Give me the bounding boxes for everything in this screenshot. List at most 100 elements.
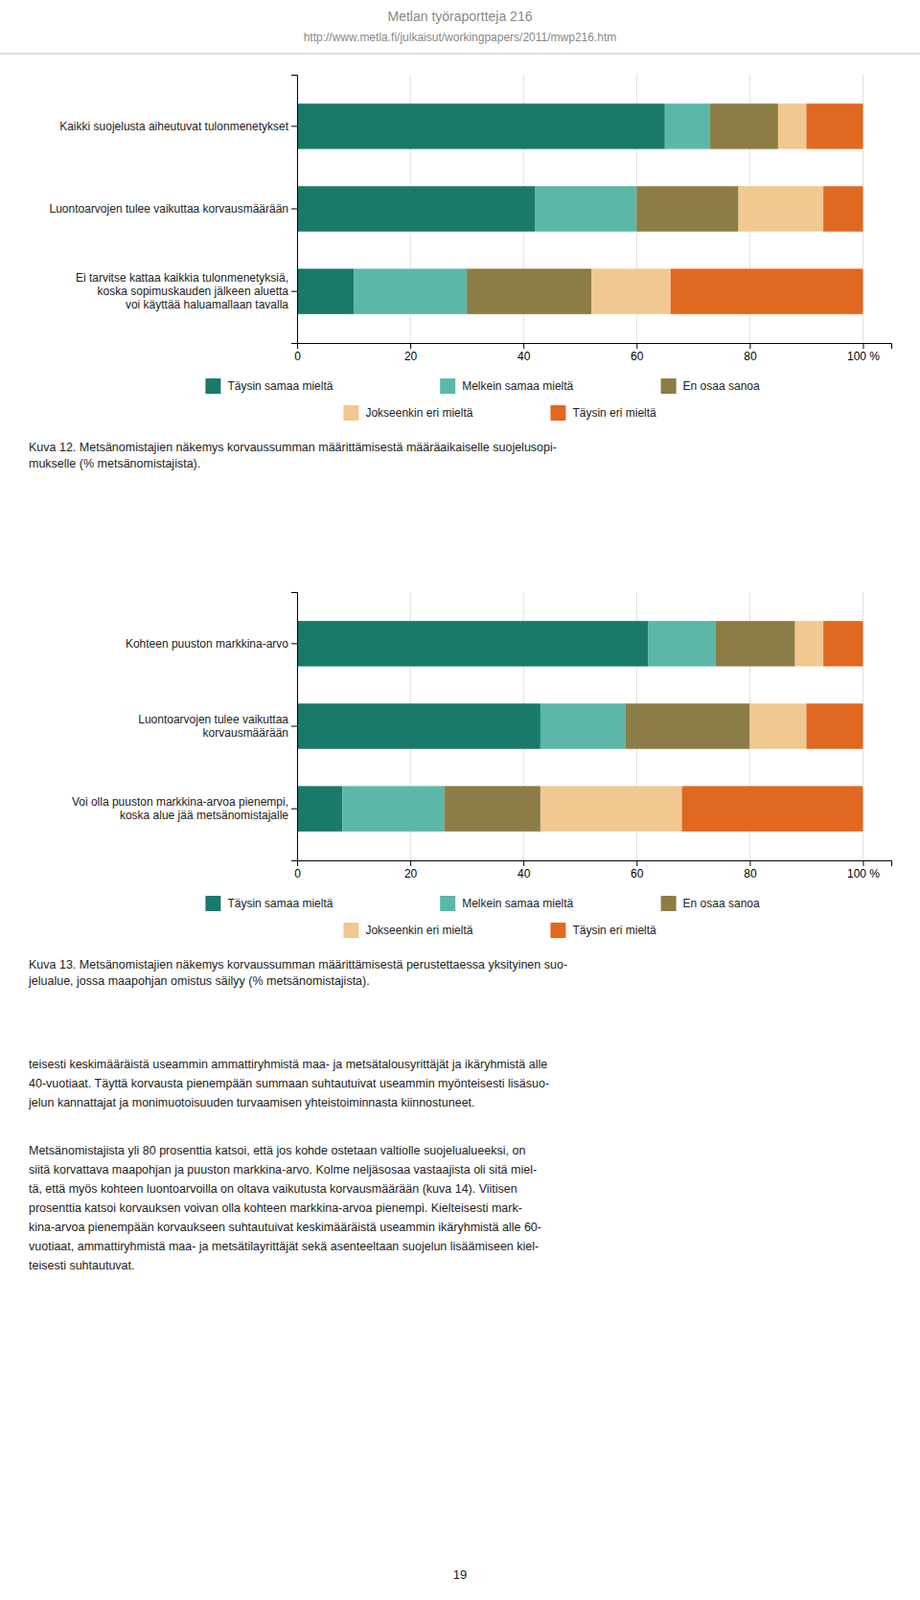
bar-series xyxy=(682,621,864,832)
y-tick-label: Luontoarvojen tulee vaikuttaakorvausmäär… xyxy=(138,713,289,740)
bar-series xyxy=(670,103,864,315)
legend-label: Melkein samaa mieltä xyxy=(461,379,574,393)
x-tick-mark xyxy=(862,860,864,867)
y-tick-mark xyxy=(291,208,298,210)
legend-item: En osaa sanoa xyxy=(661,896,760,912)
y-tick-label-line: koska sopimuskauden jälkeen aluetta xyxy=(97,284,290,299)
legend-item: En osaa sanoa xyxy=(661,378,760,394)
paragraph-line: kina-arvoa pienempään korvaukseen suhtau… xyxy=(28,1220,542,1235)
y-axis: Kaikki suojelusta aiheutuvat tulonmenety… xyxy=(49,75,299,345)
bar xyxy=(444,785,541,831)
bar xyxy=(342,785,444,831)
legend-swatch xyxy=(439,378,456,394)
chart-caption: Kuva 12. Metsänomistajien näkemys korvau… xyxy=(28,440,557,471)
legend-item: Täysin eri mieltä xyxy=(550,922,657,939)
x-axis: 020406080100 % xyxy=(294,860,892,881)
x-tick-mark xyxy=(636,860,638,867)
x-tick-mark xyxy=(410,860,412,867)
x-tick: 20 xyxy=(404,860,418,881)
x-tick: 60 xyxy=(630,860,644,881)
bar xyxy=(624,703,750,749)
bar xyxy=(665,103,711,149)
x-tick-mark xyxy=(410,343,412,349)
y-tick-label-line: voi käyttää haluamallaan tavalla xyxy=(125,298,289,312)
legend-label: Täysin samaa mieltä xyxy=(227,897,333,911)
chart-caption: Kuva 13. Metsänomistajien näkemys korvau… xyxy=(27,958,568,989)
legend: Täysin samaa mieltä Melkein samaa mieltä E… xyxy=(205,378,760,421)
bars xyxy=(297,103,863,315)
bar xyxy=(297,185,535,231)
x-tick-label: 60 xyxy=(630,349,644,364)
y-tick-label-line: Luontoarvojen tulee vaikuttaa xyxy=(138,713,289,727)
x-tick-mark xyxy=(862,343,864,349)
x-tick: 100 % xyxy=(847,860,880,881)
chart: 0 20 40 60 80 100 % Kaikki suojelusta aiheutuv… xyxy=(28,74,893,471)
legend-label: Jokseenkin eri mieltä xyxy=(365,406,473,420)
bar xyxy=(466,268,592,314)
legend-item: Jokseenkin eri mieltä xyxy=(343,405,473,421)
paragraph-line: prosenttia katsoi korvauksen voivan olla… xyxy=(28,1201,523,1216)
legend-swatch xyxy=(343,922,359,939)
paragraph: Metsänomistajista yli 80 prosenttia kats… xyxy=(28,1144,542,1273)
paragraph-line: teisesti keskimääräistä useammin ammatti… xyxy=(28,1058,548,1072)
y-tick-mark xyxy=(291,291,298,293)
y-tick: Kohteen puuston markkina-arvo xyxy=(125,637,298,651)
y-tick: Luontoarvojen tulee vaikuttaa korvausmää… xyxy=(49,202,299,216)
legend-item: Täysin samaa mieltä xyxy=(205,896,333,912)
chart: 020406080100 %Kohteen puuston markkina-a… xyxy=(27,592,893,989)
legend-label: Jokseenkin eri mieltä xyxy=(365,923,473,938)
header-title: Metlan työraportteja 216 xyxy=(388,8,533,24)
x-tick-label: 0 xyxy=(294,349,301,364)
y-tick: Voi olla puuston markkina-arvoa pienempi… xyxy=(71,795,298,823)
legend-item: Melkein samaa mieltä xyxy=(439,378,574,394)
x-tick: 80 xyxy=(743,860,758,881)
y-axis: Kohteen puuston markkina-arvo Luontoarvoj… xyxy=(71,593,299,862)
bar xyxy=(823,185,863,231)
x-tick-label: 100 % xyxy=(847,349,880,364)
y-tick-label: Kohteen puuston markkina-arvo xyxy=(125,637,289,651)
y-tick-mark xyxy=(291,726,298,728)
bar xyxy=(710,103,779,149)
bar xyxy=(353,268,467,314)
bar xyxy=(715,621,796,667)
y-tick-label-line: Ei tarvitse kattaa kaikkia tulonmenetyks… xyxy=(75,271,289,285)
legend-swatch xyxy=(661,378,677,394)
bar xyxy=(795,621,825,667)
page: Metlan työraportteja 216http://www.metla… xyxy=(0,0,920,1600)
y-tick: Ei tarvitse kattaa kaikkia tulonmenetyks… xyxy=(75,271,298,312)
bar xyxy=(805,103,863,149)
chart-caption-line: Kuva 12. Metsänomistajien näkemys korvau… xyxy=(28,440,557,455)
x-tick-mark xyxy=(749,343,751,349)
x-tick: 40 xyxy=(517,343,531,364)
bar xyxy=(823,621,863,667)
x-tick-label: 40 xyxy=(517,349,531,364)
x-tick-label: 20 xyxy=(404,349,418,364)
x-tick: 80 xyxy=(743,343,758,364)
y-tick-label-line: korvausmäärään xyxy=(203,726,289,740)
x-tick: 40 xyxy=(517,860,531,881)
legend-label: Täysin eri mieltä xyxy=(572,406,657,420)
bar xyxy=(749,703,806,749)
bar xyxy=(297,103,666,149)
bar xyxy=(540,785,683,831)
x-tick-label: 80 xyxy=(743,867,758,881)
legend-swatch xyxy=(343,405,359,421)
bar xyxy=(591,268,671,314)
y-tick-mark xyxy=(291,808,298,810)
y-tick-label-line: Kaikki suojelusta aiheutuvat tulonmenety… xyxy=(59,119,289,134)
y-tick: Luontoarvojen tulee vaikuttaakorvausmäär… xyxy=(138,713,298,740)
legend-item: Täysin eri mieltä xyxy=(550,405,657,421)
chart-caption-line: jelualue, jossa maapohjan omistus säilyy… xyxy=(27,974,370,989)
legend-item: Melkein samaa mieltä xyxy=(439,896,574,912)
x-tick-label: 40 xyxy=(517,867,531,881)
bars xyxy=(297,621,863,832)
x-tick-label: 60 xyxy=(630,867,644,881)
legend: Täysin samaa mieltä Melkein samaa mieltä E… xyxy=(205,896,760,939)
legend-label: Melkein samaa mieltä xyxy=(461,897,574,911)
legend-label: Täysin samaa mieltä xyxy=(227,379,333,393)
x-tick-label: 20 xyxy=(404,867,418,881)
paragraph-line: Metsänomistajista yli 80 prosenttia kats… xyxy=(28,1144,526,1158)
paragraph-line: jelun kannattajat ja monimuotoisuuden tu… xyxy=(27,1096,476,1110)
bar xyxy=(636,185,738,231)
bar xyxy=(534,185,637,231)
